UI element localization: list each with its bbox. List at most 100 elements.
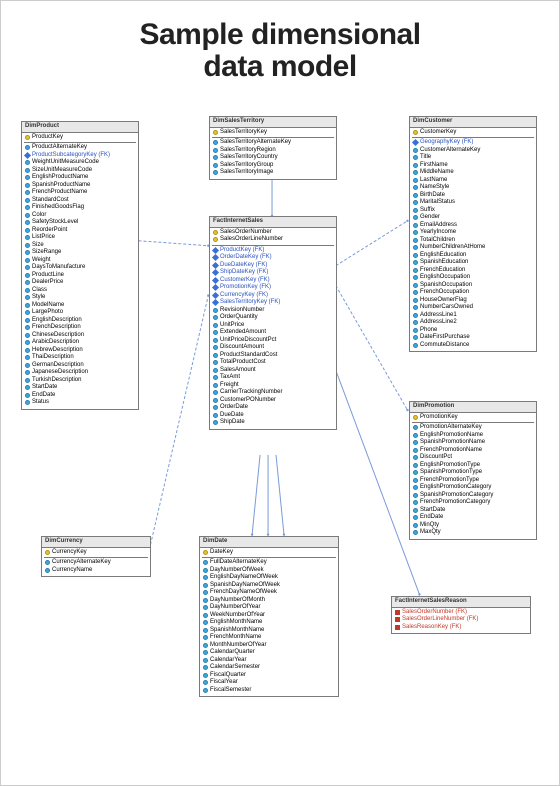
table-field: EndDate (24, 392, 136, 400)
field-icon (203, 680, 208, 685)
table-field: EmailAddress (412, 222, 534, 230)
table-field: CustomerKey (FK) (212, 277, 334, 285)
field-label: EnglishPromotionType (420, 462, 480, 470)
field-label: SalesOrderNumber (FK) (402, 609, 467, 617)
field-label: Class (32, 287, 47, 295)
field-icon (213, 345, 218, 350)
table-field: FrenchDescription (24, 324, 136, 332)
field-icon (25, 400, 30, 405)
table-field: EnglishPromotionType (412, 462, 534, 470)
pk-separator (212, 245, 334, 246)
field-label: FrenchOccupation (420, 289, 469, 297)
table-DimPromotion: DimPromotionPromotionKeyPromotionAlterna… (409, 401, 537, 540)
field-label: JapaneseDescription (32, 369, 88, 377)
fk-icon (212, 254, 219, 261)
field-label: StartDate (32, 384, 57, 392)
field-icon (25, 303, 30, 308)
field-icon (25, 318, 30, 323)
field-label: SalesOrderLineNumber (FK) (402, 616, 478, 624)
table-field: GermanDescription (24, 362, 136, 370)
field-label: Status (32, 399, 49, 407)
field-icon (25, 280, 30, 285)
field-icon (413, 290, 418, 295)
table-field: StartDate (24, 384, 136, 392)
table-field: FrenchProductName (24, 189, 136, 197)
field-icon (203, 673, 208, 678)
table-field: EnglishDayNameOfWeek (202, 574, 336, 582)
field-label: DateKey (210, 549, 233, 557)
table-field: StartDate (412, 507, 534, 515)
field-label: MinQty (420, 522, 439, 530)
table-field: SalesOrderNumber (212, 229, 334, 237)
field-label: SpanishEducation (420, 259, 468, 267)
field-icon (413, 283, 418, 288)
field-label: TaxAmt (220, 374, 240, 382)
field-icon (25, 175, 30, 180)
field-icon (203, 688, 208, 693)
field-icon (203, 658, 208, 663)
table-field: ProductAlternateKey (24, 144, 136, 152)
pk-separator (44, 557, 148, 558)
table-field: SizeUnitMeasureCode (24, 167, 136, 175)
fk-icon (212, 269, 219, 276)
pk-separator (412, 137, 534, 138)
table-field: DealerPrice (24, 279, 136, 287)
field-label: ChineseDescription (32, 332, 84, 340)
field-label: UnitPrice (220, 322, 244, 330)
table-field: SpanishProductName (24, 182, 136, 190)
field-icon (413, 268, 418, 273)
field-label: SpanishPromotionCategory (420, 492, 493, 500)
field-label: FrenchPromotionType (420, 477, 479, 485)
table-field: ChineseDescription (24, 332, 136, 340)
field-label: OrderDateKey (FK) (220, 254, 272, 262)
field-icon (213, 163, 218, 168)
field-icon (413, 185, 418, 190)
field-label: SalesOrderLineNumber (220, 236, 283, 244)
table-header: DimCustomer (410, 117, 536, 128)
table-field: Suffix (412, 207, 534, 215)
field-label: ReorderPoint (32, 227, 67, 235)
field-icon (25, 273, 30, 278)
table-field: WeightUnitMeasureCode (24, 159, 136, 167)
field-label: SalesAmount (220, 367, 256, 375)
table-field: JapaneseDescription (24, 369, 136, 377)
table-field: UnitPriceDiscountPct (212, 337, 334, 345)
table-field: ProductKey (24, 134, 136, 142)
field-icon (25, 333, 30, 338)
table-field: SalesOrderLineNumber (212, 236, 334, 244)
diagram-canvas: DimProductProductKeyProductAlternateKeyP… (21, 111, 539, 765)
fk-icon (212, 262, 219, 269)
table-field: MiddleName (412, 169, 534, 177)
table-field: FrenchMonthName (202, 634, 336, 642)
field-label: LargePhoto (32, 309, 63, 317)
table-field: CalendarQuarter (202, 649, 336, 657)
field-icon (25, 145, 30, 150)
field-label: PromotionKey (420, 414, 458, 422)
field-label: TotalChildren (420, 237, 455, 245)
table-field: SpanishDayNameOfWeek (202, 582, 336, 590)
fk-icon (212, 284, 219, 291)
field-label: FrenchPromotionName (420, 447, 482, 455)
fk-icon (412, 139, 419, 146)
field-icon (25, 198, 30, 203)
table-header: DimCurrency (42, 537, 150, 548)
field-icon (25, 168, 30, 173)
field-icon (413, 208, 418, 213)
table-DimProduct: DimProductProductKeyProductAlternateKeyP… (21, 121, 139, 410)
field-label: SpanishProductName (32, 182, 90, 190)
field-icon (25, 213, 30, 218)
table-field: SpanishEducation (412, 259, 534, 267)
table-field: SizeRange (24, 249, 136, 257)
field-label: SalesReasonKey (FK) (402, 624, 461, 632)
table-field: GeographyKey (FK) (412, 139, 534, 147)
table-field: EnglishOccupation (412, 274, 534, 282)
table-field: CommuteDistance (412, 342, 534, 350)
table-field: FrenchPromotionName (412, 447, 534, 455)
table-field: PromotionAlternateKey (412, 424, 534, 432)
field-icon (25, 160, 30, 165)
table-field: SpanishPromotionType (412, 469, 534, 477)
field-icon (25, 183, 30, 188)
field-icon (413, 238, 418, 243)
field-icon (213, 323, 218, 328)
field-label: StandardCost (32, 197, 69, 205)
